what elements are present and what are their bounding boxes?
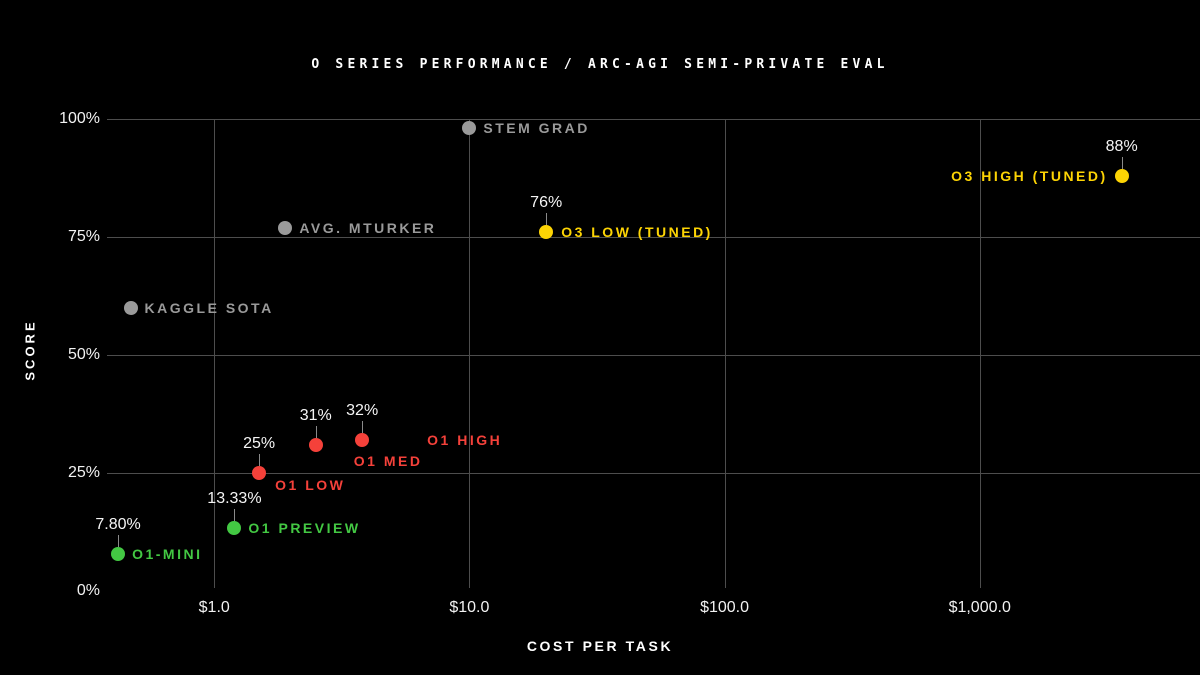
point-label-kaggle-sota: KAGGLE SOTA <box>144 299 274 316</box>
leader-line-o3-low-tuned <box>546 213 548 226</box>
y-tick-label-75: 75% <box>67 228 100 245</box>
point-label-avg-mturker: AVG. MTURKER <box>299 219 437 236</box>
point-label-o1-high: O1 HIGH <box>427 431 503 448</box>
value-label-o1-med: 31% <box>299 406 332 424</box>
point-dot-o1-preview <box>227 521 242 536</box>
y-gridline-75 <box>107 237 1200 238</box>
x-tick-label-1: $1.0 <box>198 599 230 616</box>
x-gridline-10 <box>469 119 471 588</box>
x-tick-label-10: $10.0 <box>449 599 490 616</box>
point-label-o1-preview: O1 PREVIEW <box>248 520 361 537</box>
leader-line-o1-med <box>315 425 317 438</box>
point-dot-avg-mturker <box>278 220 293 235</box>
y-tick-label-50: 50% <box>67 346 100 363</box>
leader-line-o1-mini <box>118 535 120 548</box>
point-label-stem-grad: STEM GRAD <box>483 120 590 137</box>
point-dot-o3-high-tuned <box>1114 168 1129 183</box>
y-gridline-100 <box>107 119 1200 120</box>
point-dot-kaggle-sota <box>123 300 138 315</box>
leader-line-o1-low <box>259 454 261 466</box>
value-label-o1-high: 32% <box>346 401 379 419</box>
leader-line-o1-preview <box>234 509 236 522</box>
point-dot-o1-high <box>355 432 370 447</box>
y-tick-label-100: 100% <box>59 110 100 127</box>
point-dot-o1-low <box>252 466 267 480</box>
point-dot-stem-grad <box>462 121 477 136</box>
value-label-o1-low: 25% <box>243 435 276 452</box>
y-tick-label-25: 25% <box>67 464 100 481</box>
y-gridline-50 <box>107 355 1200 356</box>
point-label-o1-med: O1 MED <box>353 452 423 469</box>
x-tick-label-1000: $1,000.0 <box>948 599 1011 616</box>
point-label-o3-low-tuned: O3 LOW (TUNED) <box>561 224 713 241</box>
leader-line-o1-high <box>362 420 364 433</box>
point-dot-o1-med <box>308 437 323 452</box>
point-label-o1-mini: O1-MINI <box>132 546 203 563</box>
x-gridline-100 <box>724 119 726 588</box>
point-dot-o3-low-tuned <box>539 225 554 240</box>
chart-title: O SERIES PERFORMANCE / ARC-AGI SEMI-PRIV… <box>311 57 889 72</box>
leader-line-o3-high-tuned <box>1121 156 1123 169</box>
y-axis-title: SCORE <box>22 319 38 381</box>
x-gridline-1000 <box>979 119 981 588</box>
point-label-o1-low: O1 LOW <box>275 477 346 493</box>
y-tick-label-0: 0% <box>76 582 100 599</box>
value-label-o3-low-tuned: 76% <box>530 194 563 212</box>
x-axis-title: COST PER TASK <box>526 638 674 654</box>
value-label-o3-high-tuned: 88% <box>1105 137 1138 155</box>
value-label-o1-preview: 13.33% <box>207 490 262 508</box>
point-label-o3-high-tuned: O3 HIGH (TUNED) <box>951 167 1108 184</box>
y-gridline-25 <box>107 473 1200 474</box>
x-tick-label-100: $100.0 <box>700 599 750 616</box>
point-dot-o1-mini <box>111 547 126 562</box>
value-label-o1-mini: 7.80% <box>95 516 141 534</box>
x-gridline-1 <box>214 119 216 588</box>
